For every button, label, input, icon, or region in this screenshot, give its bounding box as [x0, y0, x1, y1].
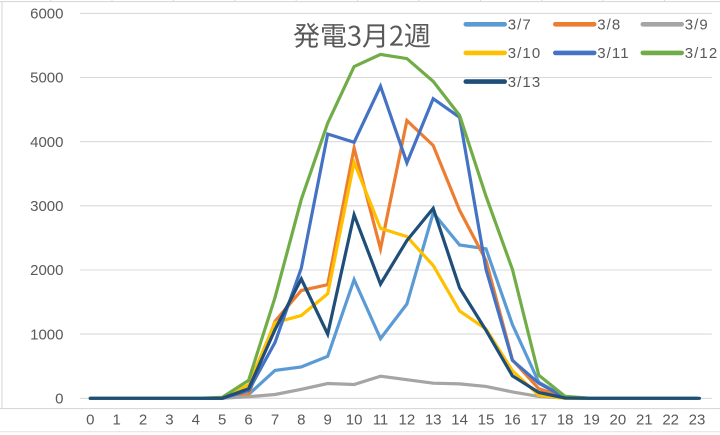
- svg-text:0: 0: [86, 412, 94, 429]
- svg-text:16: 16: [504, 412, 521, 429]
- svg-text:18: 18: [557, 412, 574, 429]
- svg-text:1000: 1000: [30, 326, 63, 343]
- svg-text:19: 19: [583, 412, 600, 429]
- svg-text:23: 23: [689, 412, 706, 429]
- svg-text:5: 5: [218, 412, 226, 429]
- svg-text:4: 4: [192, 412, 200, 429]
- svg-text:22: 22: [662, 412, 679, 429]
- svg-text:14: 14: [451, 412, 468, 429]
- svg-text:6: 6: [244, 412, 252, 429]
- svg-text:12: 12: [399, 412, 416, 429]
- svg-text:3/10: 3/10: [508, 45, 542, 62]
- svg-text:13: 13: [425, 412, 442, 429]
- svg-text:3/9: 3/9: [685, 17, 709, 34]
- svg-text:3/11: 3/11: [597, 45, 629, 62]
- svg-text:3/13: 3/13: [508, 74, 542, 91]
- svg-text:3/7: 3/7: [508, 17, 532, 34]
- svg-text:1: 1: [113, 412, 121, 429]
- svg-text:9: 9: [324, 412, 332, 429]
- svg-text:11: 11: [373, 412, 389, 429]
- svg-text:0: 0: [55, 391, 63, 408]
- svg-text:5000: 5000: [30, 70, 63, 87]
- svg-text:15: 15: [478, 412, 495, 429]
- svg-text:3/8: 3/8: [597, 17, 621, 34]
- svg-text:2000: 2000: [30, 262, 63, 279]
- svg-text:4000: 4000: [30, 134, 63, 151]
- svg-text:21: 21: [636, 412, 653, 429]
- svg-text:20: 20: [610, 412, 627, 429]
- svg-text:3: 3: [165, 412, 173, 429]
- svg-text:10: 10: [346, 412, 363, 429]
- svg-text:6000: 6000: [30, 6, 63, 23]
- svg-text:3/12: 3/12: [685, 45, 719, 62]
- svg-text:2: 2: [139, 412, 147, 429]
- svg-text:3000: 3000: [30, 198, 63, 215]
- svg-text:17: 17: [530, 412, 547, 429]
- svg-text:7: 7: [271, 412, 279, 429]
- svg-text:8: 8: [297, 412, 305, 429]
